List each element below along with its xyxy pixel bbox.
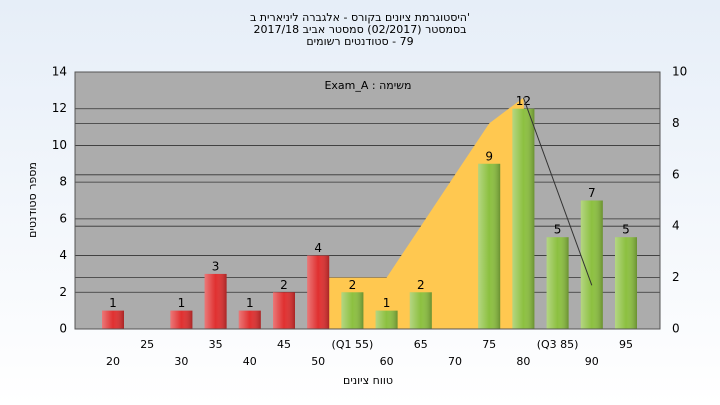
x-tick-label: 65 <box>414 338 428 351</box>
bar-shade <box>478 163 501 329</box>
data-label: 5 <box>554 223 562 237</box>
bar-shade <box>170 310 193 329</box>
x-tick-label: 45 <box>277 338 291 351</box>
x-tick-label: (Q3 85) <box>537 338 579 351</box>
data-label: 9 <box>485 149 493 163</box>
bar-shade <box>409 292 432 329</box>
chart-title: 'היסטוגרמת ציונים בקורס - אלגברה ליניארי… <box>250 11 470 24</box>
bar-shade <box>546 237 569 329</box>
x-tick-label: 95 <box>619 338 633 351</box>
x-tick-label: 60 <box>380 355 394 368</box>
y-tick-label: 12 <box>52 101 67 115</box>
data-label: 7 <box>588 186 596 200</box>
y2-tick-label: 6 <box>672 167 680 181</box>
y-tick-label: 4 <box>59 248 67 262</box>
x-tick-label: 80 <box>516 355 530 368</box>
x-tick-label: 25 <box>140 338 154 351</box>
x-tick-label: 75 <box>482 338 496 351</box>
bar-shade <box>615 237 637 329</box>
y2-tick-label: 8 <box>672 116 680 130</box>
bar-shade <box>512 108 535 329</box>
plot-border <box>74 71 661 330</box>
x-tick-label: 20 <box>106 355 120 368</box>
chart-subtitle: 79 - סטודנטים רשומים <box>306 35 413 48</box>
data-label: 1 <box>246 296 254 310</box>
data-label: 4 <box>314 241 322 255</box>
annotation: משימה : Exam_A <box>324 79 411 92</box>
bar-shade <box>307 255 330 329</box>
x-tick-label: 50 <box>311 355 325 368</box>
trend-line <box>522 97 593 286</box>
data-label: 2 <box>349 278 357 292</box>
bar-shade <box>102 310 124 329</box>
data-label: 2 <box>280 278 288 292</box>
data-label: 2 <box>417 278 425 292</box>
data-label: 1 <box>109 296 117 310</box>
data-label: 3 <box>212 259 220 273</box>
y2-tick-label: 10 <box>672 65 687 79</box>
x-tick-label: 40 <box>243 355 257 368</box>
y-tick-label: 8 <box>59 175 67 189</box>
y2-tick-label: 0 <box>672 322 680 336</box>
data-label: 1 <box>178 296 186 310</box>
x-tick-label: (Q1 55) <box>332 338 374 351</box>
data-label: 5 <box>622 223 630 237</box>
x-tick-label: 90 <box>585 355 599 368</box>
y-tick-label: 2 <box>59 285 67 299</box>
y-tick-label: 6 <box>59 211 67 225</box>
data-label: 1 <box>383 296 391 310</box>
bar-shade <box>204 273 227 329</box>
y2-tick-label: 4 <box>672 219 680 233</box>
y-tick-label: 14 <box>52 65 67 79</box>
bar-shade <box>375 310 398 329</box>
bar-shade <box>341 292 364 329</box>
y-axis-label: מספר סטודנטים <box>26 162 39 238</box>
bar-shade <box>580 200 603 329</box>
x-tick-label: 35 <box>209 338 223 351</box>
chart-subtitle: בסמסטר (02/2017) סמסטר אביב 2017/18 <box>253 23 466 36</box>
bar-shade <box>238 310 261 329</box>
y2-tick-label: 2 <box>672 270 680 284</box>
bar-shade <box>273 292 295 329</box>
x-tick-label: 70 <box>448 355 462 368</box>
data-label: 12 <box>516 94 531 108</box>
y-tick-label: 0 <box>59 322 67 336</box>
x-axis-label: טווח ציונים <box>343 374 393 387</box>
x-tick-label: 30 <box>174 355 188 368</box>
y-tick-label: 10 <box>52 138 67 152</box>
